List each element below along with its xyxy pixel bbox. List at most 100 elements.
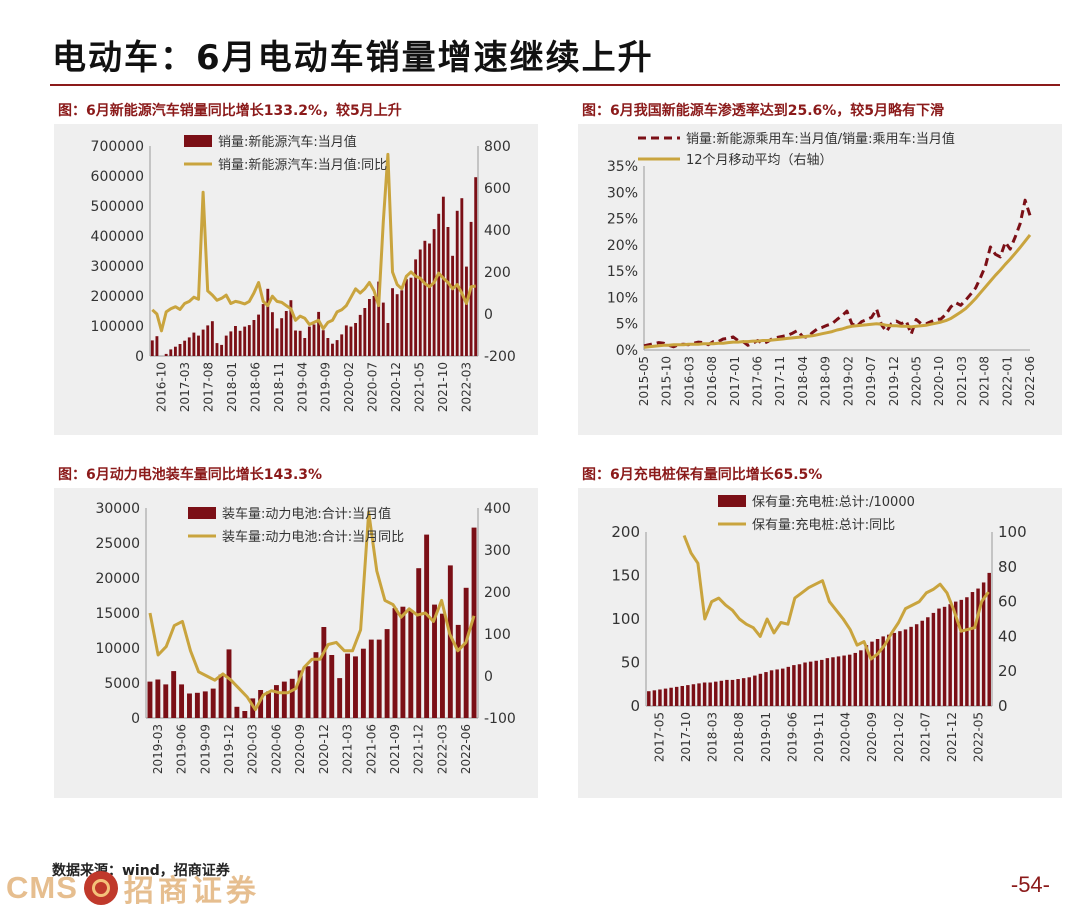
- chart-charging: 0 50 100 150 200 0 20 40 60 80 100 2017-05 2017-10 20…: [611, 494, 1026, 762]
- data-bar: [753, 675, 757, 706]
- y-left-tick-label: 5000: [104, 676, 140, 692]
- logo-icon: [83, 871, 118, 905]
- data-bar: [257, 314, 260, 356]
- data-bar: [313, 652, 319, 718]
- data-bar: [294, 330, 297, 356]
- data-bar: [647, 691, 651, 706]
- data-bar: [764, 672, 768, 706]
- data-bar: [307, 326, 311, 356]
- page-title: 电动车：6月电动车销量增速继续上升: [52, 38, 654, 78]
- data-bar: [803, 662, 807, 706]
- y-left-tick-label: 100000: [91, 319, 144, 335]
- data-bar: [451, 255, 455, 356]
- data-bar: [164, 353, 168, 356]
- brand-latin: CMS: [6, 870, 78, 905]
- data-bar: [814, 660, 818, 706]
- data-bar: [404, 279, 408, 356]
- data-bar: [266, 288, 270, 356]
- data-bar: [842, 655, 846, 706]
- data-bar: [674, 686, 679, 706]
- x-tick-label: 2022-01: [1000, 356, 1014, 406]
- x-tick-label: 2019-11: [812, 712, 826, 762]
- y-left-tick-label: 0: [135, 349, 144, 365]
- plot-area-battery: 0 5000 10000 15000 20000 25000 30000 -100 0 100 20…: [54, 488, 538, 798]
- data-bar: [909, 626, 913, 706]
- y-left-tick-label: 10000: [95, 641, 140, 657]
- data-bar: [297, 670, 303, 718]
- x-tick-label: 2018-11: [272, 362, 286, 412]
- data-bar: [280, 318, 284, 356]
- data-bar: [234, 326, 237, 356]
- data-bar: [202, 691, 208, 718]
- page-number: -54-: [1010, 872, 1050, 897]
- data-bar: [281, 681, 287, 718]
- data-bar: [691, 684, 696, 706]
- x-tick-label: 2019-04: [295, 362, 309, 412]
- data-bar: [432, 604, 437, 718]
- y-right-tick-label: 200: [484, 585, 511, 601]
- data-bar: [416, 568, 422, 718]
- legend-bar-label: 销量:新能源汽车:当月值: [218, 134, 357, 150]
- x-tick-label: 2019-12: [887, 356, 901, 406]
- x-tick-label: 2020-07: [366, 362, 380, 412]
- y-left-tick-label: 400000: [91, 229, 144, 245]
- data-bar: [423, 240, 427, 356]
- y-left-tick-label: 200: [611, 523, 640, 541]
- data-bar: [775, 669, 779, 706]
- x-tick-label: 2020-09: [865, 712, 879, 762]
- data-bar: [903, 629, 908, 706]
- x-tick-label: 2021-12: [945, 712, 959, 762]
- data-bar: [697, 683, 701, 706]
- data-bar: [377, 281, 381, 356]
- data-bar: [363, 308, 367, 356]
- x-tick-label: 2017-03: [178, 362, 192, 412]
- data-bar: [163, 684, 169, 718]
- data-bar: [736, 679, 740, 706]
- data-bar: [391, 288, 394, 356]
- data-bar: [432, 229, 436, 356]
- y-right-tick-label: 20: [998, 662, 1017, 680]
- data-bar: [870, 641, 874, 706]
- data-bar: [261, 304, 265, 356]
- y-left-tick-label: 50: [621, 654, 640, 672]
- x-tick-label: 2021-02: [892, 712, 906, 762]
- data-bar: [344, 325, 348, 356]
- data-bar: [853, 652, 858, 706]
- x-tick-label: 2019-07: [864, 356, 878, 406]
- y-left-tick-label: 100: [611, 610, 640, 628]
- x-tick-label: 2018-01: [225, 362, 239, 412]
- data-bar: [719, 680, 724, 706]
- title-divider: [50, 84, 1060, 86]
- data-bar: [312, 324, 316, 356]
- x-tick-label: 2022-06: [459, 724, 473, 774]
- y-right-tick-label: 400: [484, 223, 511, 239]
- data-bar: [384, 629, 390, 718]
- data-bar: [183, 340, 187, 356]
- data-bar: [147, 681, 153, 718]
- data-bar: [331, 343, 334, 356]
- data-bar: [353, 656, 358, 718]
- data-bar: [864, 645, 869, 706]
- data-bar: [238, 330, 242, 356]
- data-bar: [273, 685, 279, 718]
- data-bar: [663, 688, 668, 706]
- data-bar: [926, 617, 930, 706]
- data-bar: [229, 331, 233, 356]
- x-tick-label: 2017-01: [728, 356, 742, 406]
- data-bar: [797, 664, 802, 706]
- x-tick-label: 2017-08: [202, 362, 216, 412]
- data-bar: [169, 349, 173, 356]
- y-right-tick-label: 200: [484, 265, 511, 281]
- y-right-tick-label: 40: [998, 627, 1017, 645]
- data-bar: [836, 656, 841, 706]
- data-bar: [247, 325, 251, 356]
- data-bar: [252, 320, 256, 356]
- data-bar: [714, 681, 718, 706]
- x-tick-label: 2020-04: [839, 712, 853, 762]
- data-bar: [786, 666, 791, 706]
- data-bar: [875, 639, 880, 706]
- data-bar: [892, 632, 897, 706]
- x-tick-label: 2020-05: [909, 356, 923, 406]
- x-tick-label: 2017-11: [773, 356, 787, 406]
- data-bar: [446, 227, 450, 356]
